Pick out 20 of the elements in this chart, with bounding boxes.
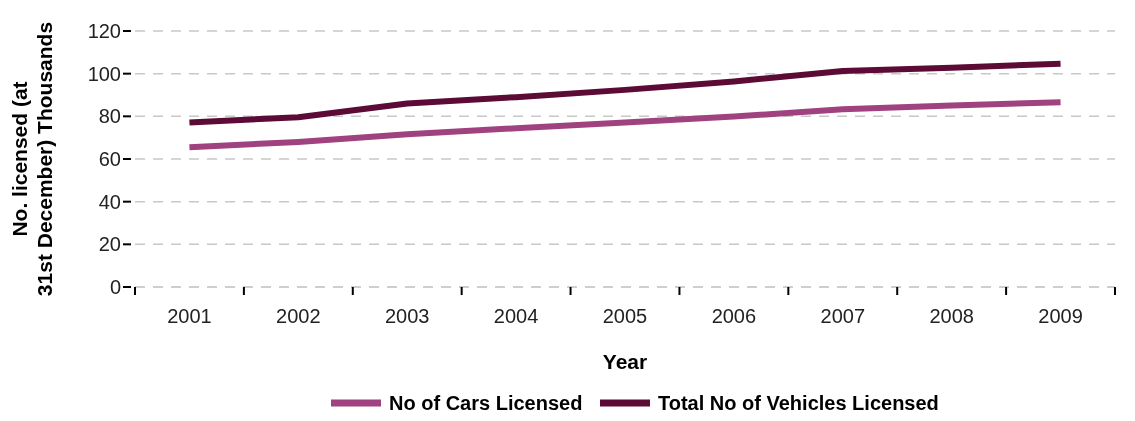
x-tick-label: 2003 [384,305,430,327]
x-tick-label: 2009 [1038,305,1083,327]
x-tick-label: 2004 [493,305,539,327]
y-tick-label: 40 [98,190,121,213]
y-axis-title: No. licensed (at 31st December) Thousands [8,21,56,297]
legend-label: No of Cars Licensed [389,392,583,414]
x-tick-label: 2001 [167,305,212,327]
y-tick-label: 100 [87,62,121,85]
y-tick-label: 80 [98,105,121,128]
y-tick-label: 20 [98,233,121,256]
y-tick-label: 0 [109,276,121,298]
x-tick-label: 2006 [711,305,757,327]
x-axis-title: Year [602,350,648,373]
x-tick-label: 2008 [929,305,974,327]
legend-label: Total No of Vehicles Licensed [658,392,939,414]
y-tick-label: 60 [98,148,121,170]
y-tick-label: 120 [87,20,121,42]
x-tick-label: 2007 [820,305,866,327]
x-tick-label: 2005 [602,305,648,327]
x-tick-label: 2002 [276,305,321,327]
